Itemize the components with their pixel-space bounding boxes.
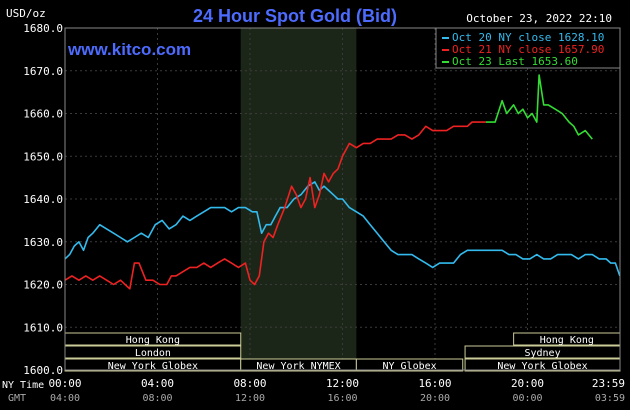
x-tick-label-gmt: 04:00 [50,393,80,404]
series-line-oct-23 [485,74,593,140]
x-axis-label-ny: NY Time [2,380,44,391]
y-tick-label: 1680.0 [23,22,63,35]
legend-entry: Oct 23 Last 1653.60 [452,55,578,68]
x-axis-label-gmt: GMT [8,393,26,404]
session-label: Sydney [524,348,560,359]
x-tick-label-gmt: 08:00 [142,393,172,404]
y-tick-label: 1600.0 [23,364,63,377]
y-tick-label: 1620.0 [23,279,63,292]
x-tick-label-ny: 00:00 [48,377,81,390]
plot-frame [64,27,621,371]
session-label: New York Globex [497,361,587,372]
x-tick-label-ny: 20:00 [511,377,544,390]
x-tick-label-gmt: 12:00 [235,393,265,404]
series-lines [64,74,621,290]
legend-box [435,27,621,69]
y-tick-label: 1660.0 [23,108,63,121]
y-unit-label: USD/oz [6,7,46,20]
y-tick-label: 1630.0 [23,236,63,249]
session-label: New York NYMEX [256,361,340,372]
session-label: Hong Kong [126,335,180,346]
axes: 1680.0 1670.0 1660.0 1650.0 1640.0 1630.0 1620… [23,22,625,404]
legend-entry: Oct 20 NY close 1628.10 [452,31,604,44]
x-tick-label-gmt: 00:00 [512,393,542,404]
x-tick-label-ny: 08:00 [233,377,266,390]
legend-entry: Oct 21 NY close 1657.90 [452,43,604,56]
y-tick-label: 1610.0 [23,321,63,334]
chart-title: 24 Hour Spot Gold (Bid) [193,6,397,26]
session-label: New York Globex [108,361,198,372]
x-tick-label-ny: 12:00 [326,377,359,390]
x-tick-label-gmt: 16:00 [327,393,357,404]
series-line-oct-21 [64,121,486,290]
session-box [355,358,464,372]
market-sessions: Hong Kong London New York Globex New York N… [64,332,621,372]
y-tick-label: 1650.0 [23,150,63,163]
x-tick-label-gmt: 03:59 [595,393,625,404]
series-line-oct-20 [64,181,621,277]
timestamp: October 23, 2022 22:10 [466,12,612,25]
x-tick-label-ny: 16:00 [418,377,451,390]
session-label: London [135,348,171,359]
x-tick-label-ny: 23:59 [592,377,625,390]
y-tick-label: 1670.0 [23,65,63,78]
x-tick-label-ny: 04:00 [141,377,174,390]
watermark: www.kitco.com [67,40,191,59]
x-tick-label-gmt: 20:00 [420,393,450,404]
y-tick-label: 1640.0 [23,193,63,206]
session-label: Hong Kong [540,335,594,346]
session-label: NY Globex [382,361,436,372]
